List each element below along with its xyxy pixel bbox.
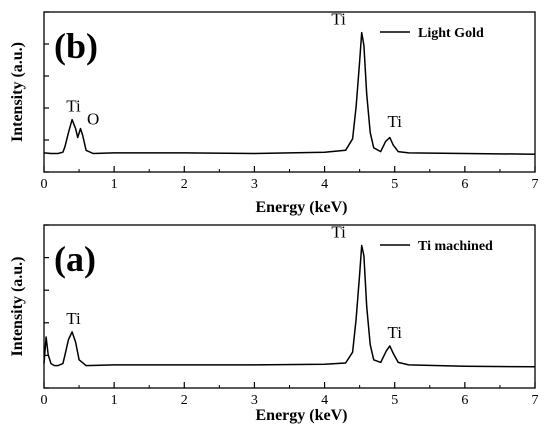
peak-annotation: Ti: [331, 223, 346, 242]
x-tick-label: 2: [181, 177, 188, 192]
x-tick-label: 5: [391, 393, 398, 408]
x-tick-label: 4: [321, 177, 328, 192]
series-line: [43, 31, 536, 155]
peak-annotation: O: [87, 109, 99, 128]
panel-label: (a): [54, 239, 96, 279]
y-axis-title: Intensity (a.u.): [9, 42, 26, 142]
x-tick-label: 7: [532, 177, 539, 192]
chart-panel-1: 0 1 2 3 4 5 6 7 Energy (keV) Intensity (a.u.) (a) T…: [9, 223, 539, 424]
chart-panel-0: 0 1 2 3 4 5 6 7 Energy (keV) Intensity (a.u.) (b) L…: [9, 10, 539, 216]
panel-label: (b): [54, 26, 98, 66]
x-tick-label: 4: [321, 393, 328, 408]
x-axis-title: Energy (keV): [256, 407, 348, 424]
x-tick-label: 3: [251, 177, 258, 192]
x-tick-label: 7: [532, 393, 539, 408]
peak-annotation: Ti: [66, 309, 81, 328]
x-tick-label: 0: [41, 393, 48, 408]
peak-annotation: Ti: [387, 112, 402, 131]
peak-annotation: Ti: [387, 323, 402, 342]
legend-label: Light Gold: [418, 26, 484, 41]
x-tick-label: 6: [461, 393, 468, 408]
x-tick-label: 1: [111, 393, 118, 408]
peak-annotation: Ti: [331, 10, 346, 29]
x-tick-label: 6: [461, 177, 468, 192]
x-tick-label: 1: [111, 177, 118, 192]
peak-annotation: Ti: [66, 97, 81, 116]
x-tick-label: 2: [181, 393, 188, 408]
series-line: [43, 244, 536, 368]
x-tick-label: 3: [251, 393, 258, 408]
x-tick-label: 0: [41, 177, 48, 192]
x-tick-label: 5: [391, 177, 398, 192]
y-axis-title: Intensity (a.u.): [9, 256, 26, 356]
x-axis-title: Energy (keV): [256, 199, 348, 216]
legend-label: Ti machined: [418, 239, 493, 254]
